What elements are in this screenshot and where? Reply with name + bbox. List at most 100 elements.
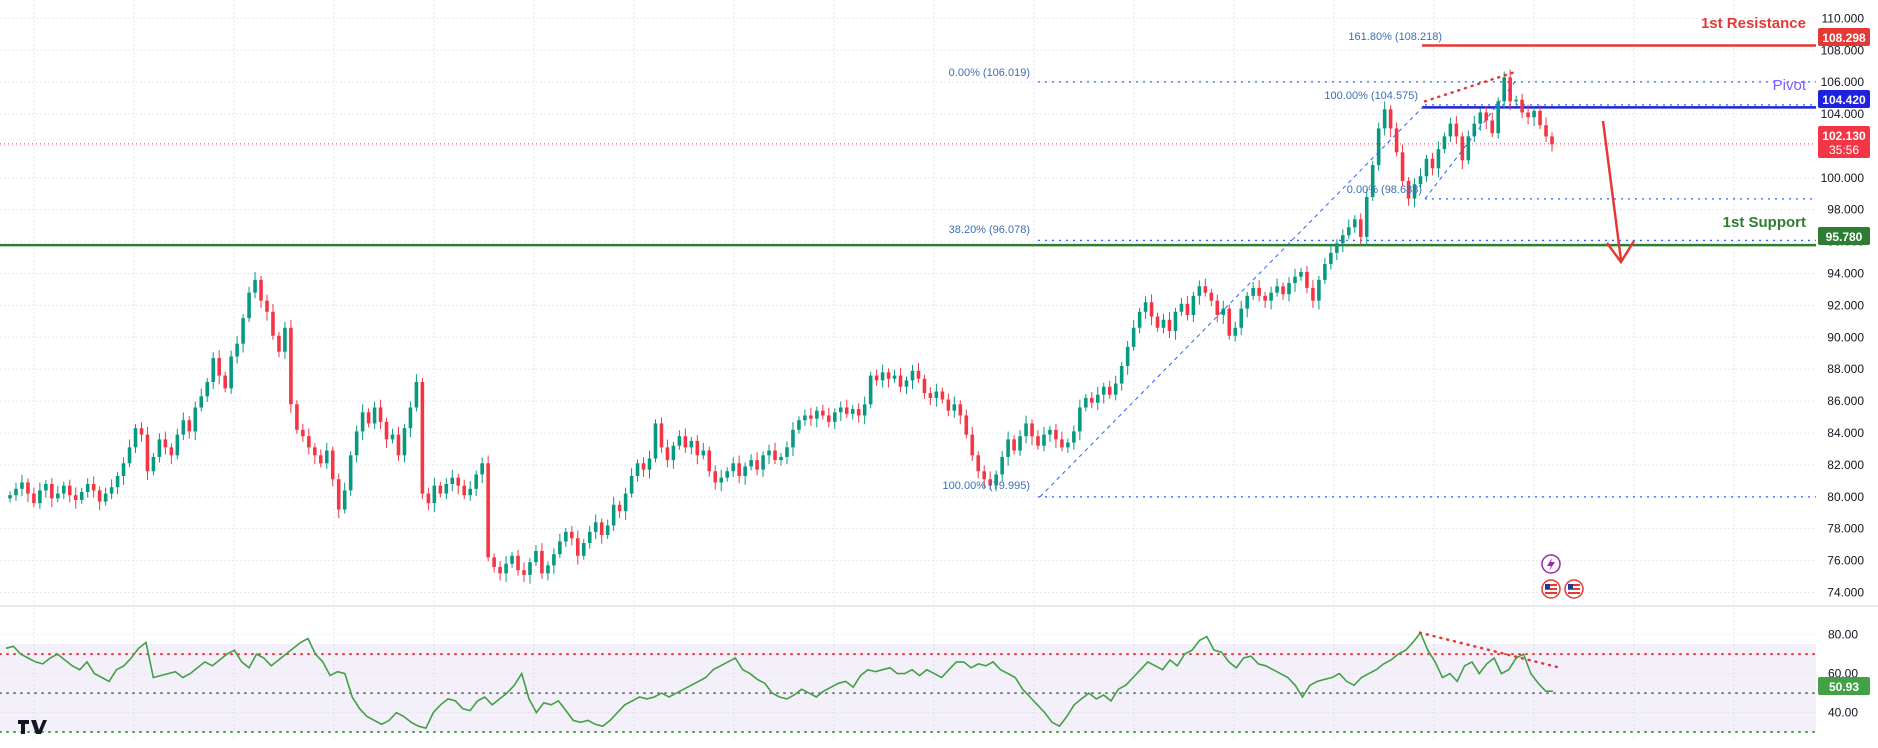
candle-body[interactable] bbox=[426, 493, 431, 504]
candle-body[interactable] bbox=[1060, 439, 1064, 448]
candle-body[interactable] bbox=[886, 372, 891, 379]
candle-body[interactable] bbox=[785, 447, 789, 457]
candle-body[interactable] bbox=[289, 327, 293, 405]
candle-body[interactable] bbox=[211, 358, 216, 382]
candle-body[interactable] bbox=[121, 463, 126, 477]
candle-body[interactable] bbox=[970, 434, 975, 456]
candle-body[interactable] bbox=[127, 447, 132, 464]
candle-body[interactable] bbox=[1155, 316, 1160, 328]
candle-body[interactable] bbox=[593, 522, 598, 532]
candle-body[interactable] bbox=[115, 476, 120, 488]
candle-body[interactable] bbox=[1287, 283, 1291, 295]
candle-body[interactable] bbox=[707, 450, 712, 472]
candle-body[interactable] bbox=[462, 485, 467, 496]
candle-body[interactable] bbox=[1412, 184, 1417, 199]
candle-body[interactable] bbox=[1095, 394, 1100, 403]
candle-body[interactable] bbox=[1042, 434, 1046, 446]
candle-body[interactable] bbox=[109, 487, 114, 494]
candle-body[interactable] bbox=[916, 370, 921, 379]
candle-body[interactable] bbox=[50, 484, 54, 499]
candle-body[interactable] bbox=[1370, 165, 1375, 197]
candle-body[interactable] bbox=[103, 493, 108, 502]
candle-body[interactable] bbox=[265, 300, 269, 312]
candle-body[interactable] bbox=[797, 420, 801, 430]
candle-body[interactable] bbox=[181, 420, 186, 435]
candle-body[interactable] bbox=[1167, 319, 1172, 331]
candle-body[interactable] bbox=[187, 420, 192, 432]
candle-body[interactable] bbox=[1215, 300, 1220, 315]
candle-body[interactable] bbox=[623, 493, 628, 512]
candle-body[interactable] bbox=[313, 447, 317, 456]
candle-body[interactable] bbox=[1502, 77, 1506, 102]
candle-body[interactable] bbox=[1084, 397, 1088, 408]
candle-body[interactable] bbox=[342, 490, 347, 510]
candle-body[interactable] bbox=[791, 429, 795, 448]
candle-body[interactable] bbox=[940, 391, 945, 400]
candle-body[interactable] bbox=[26, 482, 30, 494]
candle-body[interactable] bbox=[1508, 77, 1512, 102]
candle-body[interactable] bbox=[1227, 308, 1232, 336]
candle-body[interactable] bbox=[1490, 120, 1495, 134]
candle-body[interactable] bbox=[1454, 123, 1459, 137]
candle-body[interactable] bbox=[1119, 366, 1124, 384]
candle-body[interactable] bbox=[1239, 308, 1244, 328]
candle-body[interactable] bbox=[1358, 219, 1363, 237]
candle-body[interactable] bbox=[1137, 311, 1142, 328]
candle-body[interactable] bbox=[1089, 397, 1094, 403]
candle-body[interactable] bbox=[1066, 442, 1070, 448]
candle-body[interactable] bbox=[850, 409, 855, 414]
candle-body[interactable] bbox=[683, 436, 688, 448]
candle-body[interactable] bbox=[438, 485, 443, 494]
candle-body[interactable] bbox=[1394, 128, 1399, 153]
candle-body[interactable] bbox=[982, 471, 987, 480]
candle-body[interactable] bbox=[892, 375, 897, 379]
candle-body[interactable] bbox=[384, 421, 389, 440]
candle-body[interactable] bbox=[1352, 219, 1357, 228]
candle-body[interactable] bbox=[169, 447, 174, 456]
candle-body[interactable] bbox=[1496, 101, 1501, 134]
candle-body[interactable] bbox=[701, 450, 706, 456]
candle-body[interactable] bbox=[599, 522, 604, 536]
candle-body[interactable] bbox=[617, 504, 622, 512]
candle-body[interactable] bbox=[928, 393, 933, 398]
candle-body[interactable] bbox=[1131, 327, 1136, 347]
candle-body[interactable] bbox=[336, 479, 341, 510]
us-flag-icon[interactable] bbox=[1564, 579, 1584, 599]
candle-body[interactable] bbox=[324, 450, 329, 464]
candle-body[interactable] bbox=[205, 381, 210, 397]
candle-body[interactable] bbox=[510, 555, 514, 564]
candle-body[interactable] bbox=[56, 493, 60, 499]
candle-body[interactable] bbox=[432, 485, 437, 504]
candle-body[interactable] bbox=[235, 343, 239, 357]
candle-body[interactable] bbox=[1323, 263, 1327, 280]
candle-body[interactable] bbox=[964, 415, 969, 435]
candle-body[interactable] bbox=[838, 407, 843, 413]
candle-body[interactable] bbox=[1448, 123, 1453, 137]
candle-body[interactable] bbox=[755, 460, 759, 470]
candle-body[interactable] bbox=[217, 358, 221, 376]
candle-body[interactable] bbox=[587, 531, 592, 544]
candle-body[interactable] bbox=[283, 327, 287, 352]
candle-body[interactable] bbox=[91, 484, 96, 491]
candle-body[interactable] bbox=[1203, 286, 1208, 293]
candle-body[interactable] bbox=[1418, 176, 1423, 185]
candle-body[interactable] bbox=[1185, 303, 1190, 315]
candle-body[interactable] bbox=[832, 412, 837, 422]
candle-body[interactable] bbox=[552, 554, 556, 566]
candle-body[interactable] bbox=[856, 409, 861, 416]
candle-body[interactable] bbox=[665, 447, 670, 461]
candle-body[interactable] bbox=[761, 455, 765, 470]
candle-body[interactable] bbox=[749, 460, 753, 467]
candle-body[interactable] bbox=[1532, 110, 1536, 118]
candle-body[interactable] bbox=[809, 415, 813, 419]
candle-body[interactable] bbox=[456, 477, 461, 486]
candle-body[interactable] bbox=[725, 471, 730, 478]
candle-body[interactable] bbox=[868, 375, 873, 405]
candle-body[interactable] bbox=[229, 356, 233, 389]
candle-body[interactable] bbox=[1544, 125, 1548, 137]
candle-body[interactable] bbox=[641, 463, 646, 470]
candle-body[interactable] bbox=[468, 488, 473, 496]
candle-body[interactable] bbox=[1125, 346, 1130, 367]
candle-body[interactable] bbox=[199, 396, 204, 408]
